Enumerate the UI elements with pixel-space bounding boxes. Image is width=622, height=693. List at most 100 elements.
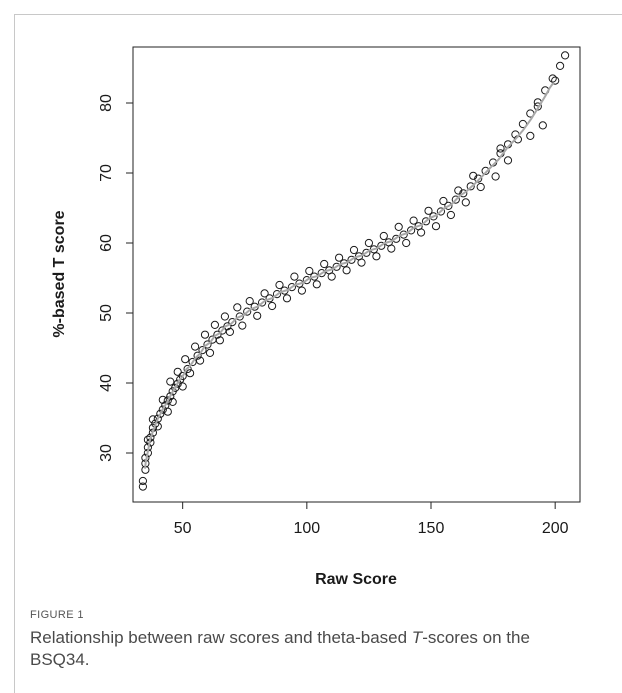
data-point — [191, 342, 200, 351]
data-point — [203, 340, 212, 349]
data-point — [327, 272, 336, 281]
data-point — [347, 255, 356, 264]
data-point — [233, 303, 242, 312]
data-point — [210, 320, 219, 329]
data-point — [173, 367, 182, 376]
data-point — [526, 131, 535, 140]
data-point — [235, 312, 244, 321]
data-point — [429, 212, 438, 221]
data-point — [143, 435, 152, 444]
data-point — [238, 321, 247, 330]
data-point — [181, 355, 190, 364]
data-point — [178, 371, 187, 381]
data-point — [496, 144, 505, 153]
y-tick-label: 50 — [98, 304, 115, 322]
data-point — [538, 121, 547, 130]
caption-before: Relationship between raw scores and thet… — [30, 628, 412, 647]
data-point — [158, 395, 167, 404]
data-point — [163, 407, 172, 416]
data-point — [166, 377, 175, 386]
data-point — [138, 482, 147, 491]
y-axis: 30 40 50 60 70 80 — [98, 94, 133, 462]
data-point — [243, 307, 252, 316]
x-tick-label: 100 — [293, 520, 320, 537]
data-point — [407, 226, 416, 235]
data-point — [166, 392, 175, 401]
data-point — [561, 51, 570, 60]
data-point — [168, 397, 177, 406]
data-point — [215, 336, 224, 345]
data-point — [258, 298, 267, 307]
data-point — [357, 258, 366, 267]
data-point — [332, 262, 341, 271]
data-point — [220, 312, 229, 321]
data-point — [302, 276, 311, 285]
data-point — [417, 228, 426, 237]
data-point — [186, 369, 195, 378]
data-point — [171, 383, 180, 392]
data-point — [305, 266, 314, 276]
data-point — [446, 210, 455, 220]
data-point — [409, 216, 418, 225]
data-point — [503, 156, 513, 165]
fit-line — [144, 82, 555, 469]
data-point — [320, 259, 329, 269]
data-point — [245, 297, 254, 306]
data-point — [372, 252, 381, 261]
data-point — [349, 245, 359, 255]
data-point — [424, 206, 433, 215]
data-point — [268, 301, 277, 311]
data-point — [272, 290, 282, 299]
frame-left-border — [14, 14, 15, 693]
data-point — [556, 61, 565, 71]
scatter-plot: 50 100 150 200 30 40 50 60 70 80 Raw Score %-bas… — [51, 46, 581, 588]
data-point — [228, 318, 237, 327]
data-point — [379, 231, 388, 241]
data-point — [436, 207, 445, 216]
data-point — [377, 241, 386, 250]
data-point — [431, 222, 441, 231]
figure-label: FIGURE 1 — [30, 609, 84, 621]
plot-box — [132, 46, 581, 503]
data-point — [317, 269, 326, 278]
data-point — [282, 294, 292, 303]
data-point — [178, 382, 187, 391]
data-point — [476, 182, 485, 192]
y-tick-label: 30 — [98, 444, 115, 462]
data-point — [454, 186, 463, 195]
data-point — [260, 289, 269, 298]
data-point — [548, 74, 557, 83]
data-point — [290, 272, 299, 281]
data-point — [481, 166, 490, 175]
data-point — [225, 327, 234, 336]
data-point — [466, 182, 475, 191]
y-axis-label: %-based T score — [51, 210, 68, 337]
x-axis-label: Raw Score — [315, 571, 397, 588]
data-point — [342, 266, 351, 275]
data-point — [156, 409, 165, 418]
data-point — [364, 238, 373, 248]
data-point — [469, 171, 478, 180]
data-point — [287, 283, 296, 292]
data-point — [297, 286, 306, 295]
data-point — [312, 280, 321, 289]
data-point — [196, 356, 205, 365]
data-point — [439, 196, 448, 206]
data-point — [394, 222, 403, 231]
points-layer — [138, 51, 570, 491]
data-point — [163, 396, 172, 405]
data-point — [183, 364, 192, 374]
data-point — [200, 330, 210, 339]
data-point — [173, 379, 182, 388]
data-point — [213, 330, 222, 339]
data-point — [451, 195, 460, 204]
x-tick-label: 200 — [542, 520, 569, 537]
figure-caption: Relationship between raw scores and thet… — [30, 627, 590, 671]
data-point — [198, 346, 207, 355]
caption-italic: T — [411, 628, 423, 647]
y-tick-label: 40 — [98, 374, 115, 392]
x-axis: 50 100 150 200 — [174, 502, 569, 537]
data-point — [461, 198, 470, 207]
y-tick-label: 70 — [98, 164, 115, 182]
caption-after: -scores on the BSQ34. — [30, 628, 530, 669]
